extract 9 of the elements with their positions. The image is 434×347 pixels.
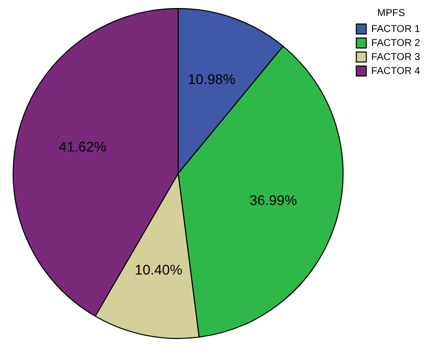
data-label: 10.40%: [134, 261, 182, 278]
data-label: 41.62%: [58, 138, 106, 155]
legend-label: FACTOR 4: [371, 66, 420, 77]
data-label: 10.98%: [188, 71, 236, 88]
data-label: 36.99%: [250, 192, 297, 208]
legend-label: FACTOR 2: [371, 38, 420, 49]
legend-label: FACTOR 3: [371, 52, 420, 63]
legend-label: FACTOR 1: [371, 24, 420, 35]
legend-title: MPFS: [377, 8, 406, 19]
